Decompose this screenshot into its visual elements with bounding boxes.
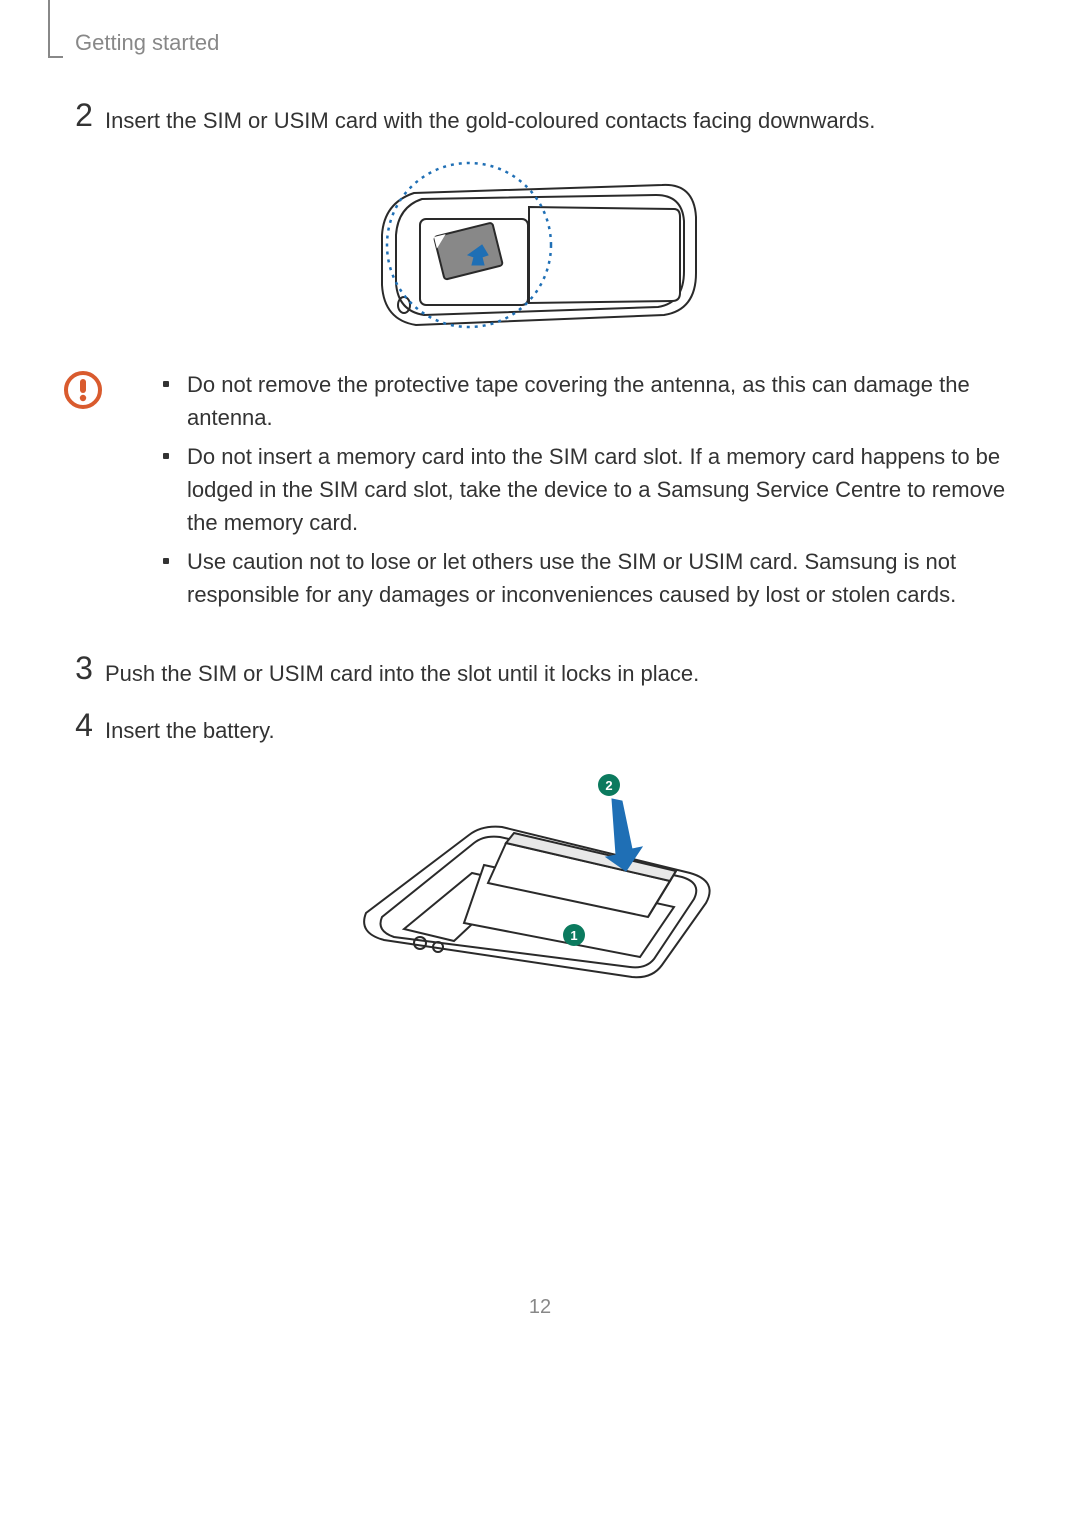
caution-item: Do not remove the protective tape coveri… — [163, 368, 1015, 434]
step-3: 3 Push the SIM or USIM card into the slo… — [63, 651, 1015, 690]
diagram-battery-insert: SAMSUNG 1 2 — [63, 765, 1015, 1010]
svg-text:1: 1 — [570, 928, 577, 943]
step-2: 2 Insert the SIM or USIM card with the g… — [63, 98, 1015, 137]
caution-text: Do not remove the protective tape coveri… — [187, 368, 1015, 434]
step-number: 4 — [63, 708, 105, 743]
page-content: 2 Insert the SIM or USIM card with the g… — [63, 98, 1015, 1038]
bullet-icon — [163, 381, 169, 387]
battery-diagram-svg: SAMSUNG 1 2 — [354, 765, 724, 1005]
caution-text: Do not insert a memory card into the SIM… — [187, 440, 1015, 539]
badge-2: 2 — [598, 774, 620, 796]
bullet-icon — [163, 558, 169, 564]
step-text: Insert the battery. — [105, 708, 275, 747]
step-number: 3 — [63, 651, 105, 686]
caution-item: Do not insert a memory card into the SIM… — [163, 440, 1015, 539]
badge-1: 1 — [563, 924, 585, 946]
diagram-sim-insert — [63, 155, 1015, 340]
caution-text: Use caution not to lose or let others us… — [187, 545, 1015, 611]
bullet-icon — [163, 453, 169, 459]
header-tick-horizontal — [48, 56, 63, 58]
step-number: 2 — [63, 98, 105, 133]
step-4: 4 Insert the battery. — [63, 708, 1015, 747]
caution-block: Do not remove the protective tape coveri… — [63, 368, 1015, 617]
caution-icon — [63, 370, 103, 410]
page-number: 12 — [0, 1296, 1080, 1319]
step-text: Insert the SIM or USIM card with the gol… — [105, 98, 875, 137]
step-text: Push the SIM or USIM card into the slot … — [105, 651, 699, 690]
caution-list: Do not remove the protective tape coveri… — [163, 368, 1015, 617]
svg-text:2: 2 — [605, 778, 612, 793]
section-title: Getting started — [75, 30, 219, 56]
caution-item: Use caution not to lose or let others us… — [163, 545, 1015, 611]
sim-diagram-svg — [374, 155, 704, 335]
header-tick-vertical — [48, 0, 50, 58]
